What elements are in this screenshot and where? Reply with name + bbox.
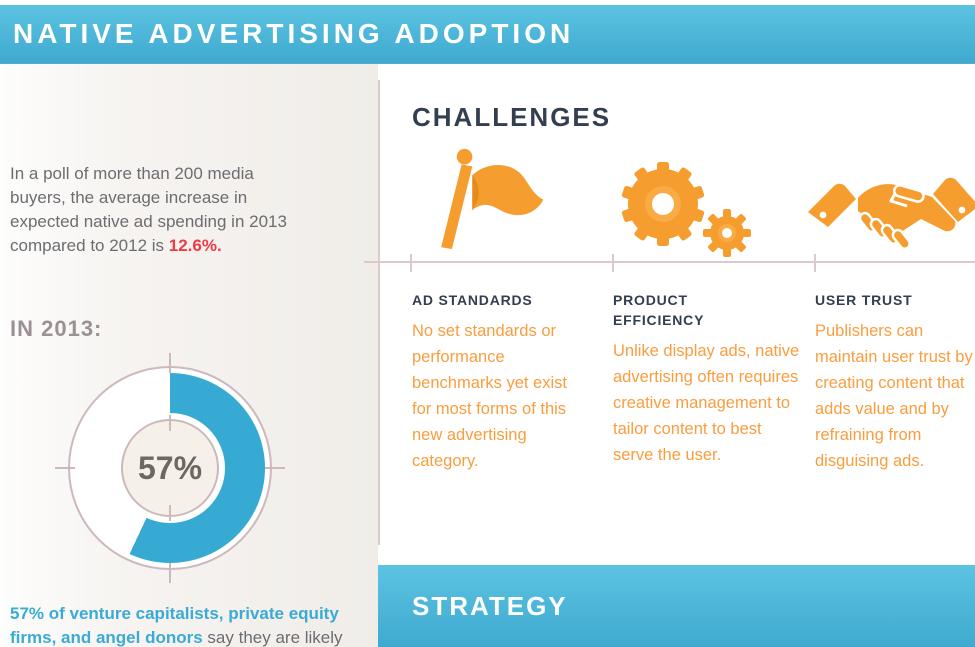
gears-icon	[608, 148, 758, 265]
challenge-heading: USER TRUST	[815, 292, 913, 308]
strategy-banner: STRATEGY	[378, 565, 975, 647]
page-title: NATIVE ADVERTISING ADOPTION	[13, 18, 575, 49]
challenge-heading: AD STANDARDS	[412, 292, 533, 308]
challenges-title: CHALLENGES	[412, 102, 612, 132]
left-panel: In a poll of more than 200 media buyers,…	[0, 64, 378, 647]
donut-caption-bold: 57% of venture capitalists, private equi…	[10, 604, 339, 647]
challenge-body: Publishers can maintain user trust by cr…	[815, 322, 973, 470]
horizontal-divider	[364, 254, 975, 272]
donut-chart: 57%	[55, 353, 285, 583]
challenge-body: Unlike display ads, native advertising o…	[613, 342, 800, 464]
donut-caption: 57% of venture capitalists, private equi…	[10, 602, 350, 647]
donut-tick-right	[265, 467, 285, 469]
challenge-heading: PRODUCT EFFICIENCY	[613, 292, 705, 328]
donut-tick-bottom	[169, 563, 171, 583]
challenge-column-user-trust: USER TRUST Publishers can maintain user …	[815, 290, 975, 474]
challenge-column-product-efficiency: PRODUCT EFFICIENCY Unlike display ads, n…	[613, 290, 801, 468]
donut-center: 57%	[121, 415, 219, 521]
divider-tick-3	[814, 254, 816, 272]
donut-tick-top	[169, 353, 171, 373]
challenge-body: No set standards or performance benchmar…	[412, 322, 567, 470]
intro-highlight-value: 12.6%.	[168, 236, 222, 255]
header-banner: NATIVE ADVERTISING ADOPTION	[0, 5, 975, 64]
vertical-divider	[378, 80, 380, 545]
donut-caption-rest: say they are likely or very likely to in…	[207, 628, 343, 647]
donut-center-tick-bottom	[169, 505, 171, 521]
intro-text: In a poll of more than 200 media buyers,…	[10, 162, 310, 258]
challenge-column-ad-standards: AD STANDARDS No set standards or perform…	[412, 290, 590, 474]
flag-icon	[425, 146, 577, 258]
divider-tick-1	[410, 254, 412, 272]
intro-text-normal: In a poll of more than 200 media buyers,…	[10, 164, 287, 255]
handshake-icon	[806, 166, 975, 266]
divider-tick-2	[612, 254, 614, 272]
donut-center-tick-top	[169, 415, 171, 431]
donut-center-label: 57%	[137, 449, 203, 486]
donut-tick-left	[55, 467, 75, 469]
strategy-title: STRATEGY	[412, 590, 568, 621]
in-2013-heading: IN 2013:	[10, 316, 103, 341]
